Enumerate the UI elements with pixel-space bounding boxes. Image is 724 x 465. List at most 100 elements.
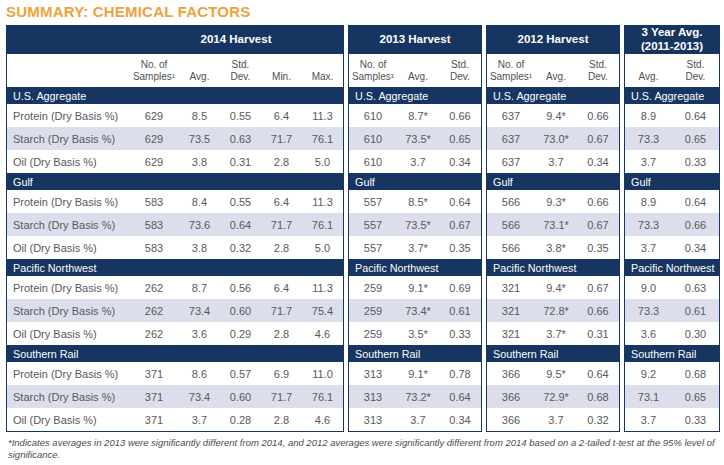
column-header-line: Min. xyxy=(261,71,302,83)
column-header-line: Dev. xyxy=(220,71,261,83)
cell: 3.7* xyxy=(535,328,577,340)
cell: 0.67 xyxy=(577,219,619,231)
panel-header-text: 2012 Harvest xyxy=(518,33,589,47)
column-header: Avg. xyxy=(535,71,577,83)
cell: 73.4 xyxy=(179,391,220,403)
column-header-line: Samples¹ xyxy=(487,71,535,83)
column-header: Std.Dev. xyxy=(577,59,619,83)
cell: 566 xyxy=(487,242,535,254)
column-header: No. ofSamples¹ xyxy=(487,59,535,83)
cell: 73.2* xyxy=(397,391,439,403)
row-label: Starch (Dry Basis %) xyxy=(7,133,129,145)
cell: 566 xyxy=(487,196,535,208)
cell: 9.1* xyxy=(397,282,439,294)
cell: 0.67 xyxy=(577,133,619,145)
cell: 3.7 xyxy=(535,414,577,426)
table-row: 73.30.61 xyxy=(625,299,719,322)
cell: 610 xyxy=(349,156,397,168)
cell: 73.3 xyxy=(625,219,672,231)
section-header-pacific-northwest: Pacific Northwest xyxy=(487,259,619,276)
cell: 0.60 xyxy=(220,305,261,317)
cell: 11.3 xyxy=(302,282,343,294)
cell: 8.6 xyxy=(179,368,220,380)
column-header-line: Samples¹ xyxy=(129,71,179,83)
cell: 11.0 xyxy=(302,368,343,380)
table-row: 32172.8*0.66 xyxy=(487,299,619,322)
cell: 0.33 xyxy=(439,328,481,340)
cell: 557 xyxy=(349,219,397,231)
table-row: 5578.5*0.64 xyxy=(349,190,481,213)
table-row: 73.30.65 xyxy=(625,127,719,150)
cell: 0.63 xyxy=(672,282,719,294)
row-label: Oil (Dry Basis %) xyxy=(7,328,129,340)
cell: 75.4 xyxy=(302,305,343,317)
table-row: 3.70.34 xyxy=(625,236,719,259)
column-header-line: Avg. xyxy=(535,71,577,83)
cell: 9.1* xyxy=(397,368,439,380)
cell: 3.7 xyxy=(625,156,672,168)
cell: 2.8 xyxy=(261,156,302,168)
cell: 313 xyxy=(349,368,397,380)
table-row: Oil (Dry Basis %)5833.80.322.85.0 xyxy=(7,236,343,259)
cell: 6.4 xyxy=(261,196,302,208)
table-row: 3.60.30 xyxy=(625,322,719,345)
cell: 0.68 xyxy=(577,391,619,403)
column-header-line: Avg. xyxy=(397,71,439,83)
cell: 0.35 xyxy=(577,242,619,254)
row-label: Protein (Dry Basis %) xyxy=(7,196,129,208)
cell: 0.29 xyxy=(220,328,261,340)
cell: 0.64 xyxy=(672,196,719,208)
cell: 11.3 xyxy=(302,196,343,208)
cell: 371 xyxy=(129,391,179,403)
column-header: Avg. xyxy=(397,71,439,83)
table-row: 73.30.66 xyxy=(625,213,719,236)
cell: 371 xyxy=(129,368,179,380)
cell: 0.68 xyxy=(672,368,719,380)
table-row: Protein (Dry Basis %)2628.70.566.411.3 xyxy=(7,276,343,299)
harvest-panel-0: 2014 HarvestNo. ofSamples¹Avg.Std.Dev.Mi… xyxy=(6,25,344,432)
cell: 3.5* xyxy=(397,328,439,340)
cell: 262 xyxy=(129,328,179,340)
row-label: Starch (Dry Basis %) xyxy=(7,305,129,317)
section-header-southern-rail: Southern Rail xyxy=(349,345,481,362)
cell: 583 xyxy=(129,196,179,208)
cell: 557 xyxy=(349,242,397,254)
cell: 259 xyxy=(349,305,397,317)
cell: 0.64 xyxy=(672,110,719,122)
cell: 0.34 xyxy=(577,156,619,168)
cell: 9.4* xyxy=(535,282,577,294)
cell: 4.6 xyxy=(302,328,343,340)
cell: 0.65 xyxy=(439,133,481,145)
panel-header-text: (2011-2013) xyxy=(641,40,703,54)
cell: 313 xyxy=(349,391,397,403)
column-header-line: No. of xyxy=(487,59,535,71)
panel-header-text: 3 Year Avg. xyxy=(642,26,703,40)
section-header-southern-rail: Southern Rail xyxy=(7,345,343,362)
cell: 637 xyxy=(487,156,535,168)
section-header-u-s-aggregate: U.S. Aggregate xyxy=(7,87,343,104)
cell: 0.32 xyxy=(220,242,261,254)
cell: 71.7 xyxy=(261,391,302,403)
cell: 72.9* xyxy=(535,391,577,403)
table-row: Protein (Dry Basis %)3718.60.576.911.0 xyxy=(7,362,343,385)
cell: 259 xyxy=(349,282,397,294)
table-row: 73.10.65 xyxy=(625,385,719,408)
cell: 366 xyxy=(487,391,535,403)
table-row: 3.70.33 xyxy=(625,150,719,173)
column-header: Std.Dev. xyxy=(672,59,719,83)
cell: 5.0 xyxy=(302,242,343,254)
cell: 3.7 xyxy=(625,414,672,426)
table-row: 25973.4*0.61 xyxy=(349,299,481,322)
cell: 8.7* xyxy=(397,110,439,122)
cell: 321 xyxy=(487,282,535,294)
table-row: 3139.1*0.78 xyxy=(349,362,481,385)
row-label: Starch (Dry Basis %) xyxy=(7,391,129,403)
column-header-row: No. ofSamples¹Avg.Std.Dev.Min.Max. xyxy=(7,54,343,87)
table-row: 3213.7*0.31 xyxy=(487,322,619,345)
table-row: Starch (Dry Basis %)26273.40.6071.775.4 xyxy=(7,299,343,322)
cell: 0.65 xyxy=(672,391,719,403)
cell: 0.34 xyxy=(439,156,481,168)
table-row: Starch (Dry Basis %)37173.40.6071.776.1 xyxy=(7,385,343,408)
cell: 9.5* xyxy=(535,368,577,380)
table-row: 2593.5*0.33 xyxy=(349,322,481,345)
